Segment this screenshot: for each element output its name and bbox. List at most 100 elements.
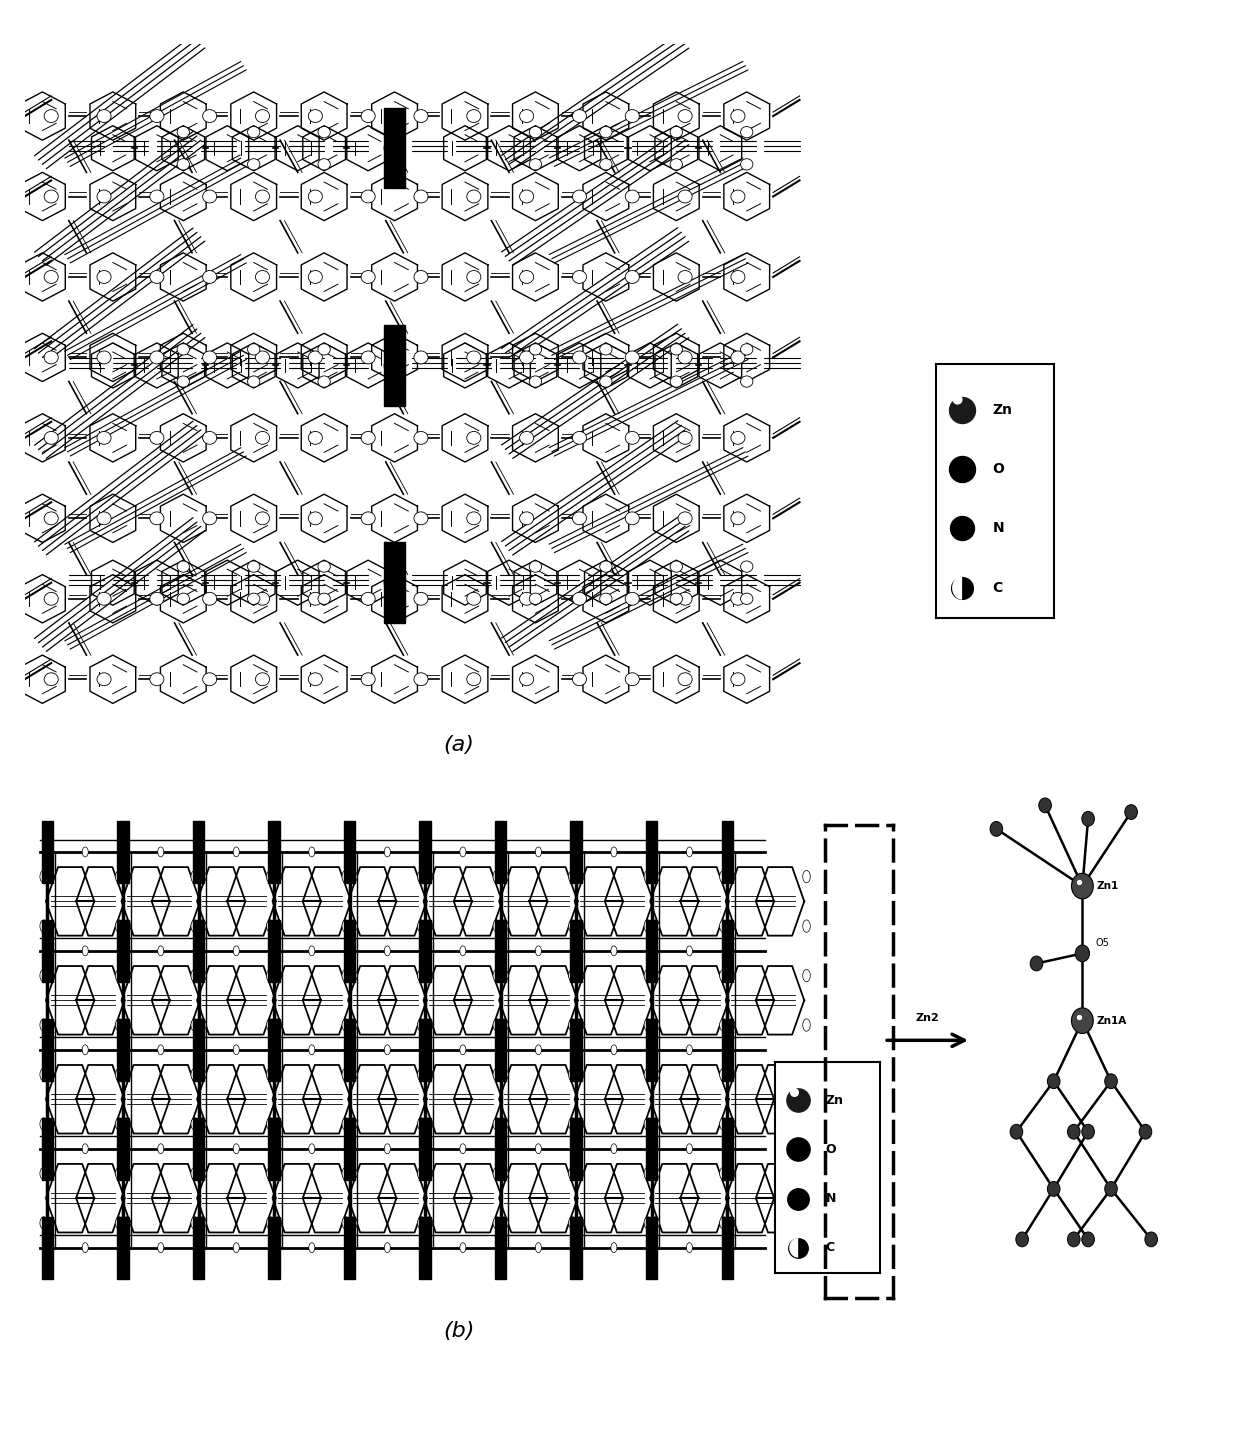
Bar <box>384 543 405 623</box>
Circle shape <box>342 1216 350 1229</box>
Bar <box>118 920 129 982</box>
Bar <box>118 1018 129 1081</box>
Circle shape <box>255 592 269 605</box>
Circle shape <box>990 822 1003 837</box>
Circle shape <box>309 1045 315 1055</box>
Circle shape <box>317 159 330 170</box>
Circle shape <box>577 1117 584 1131</box>
Circle shape <box>45 109 58 122</box>
Circle shape <box>233 1144 239 1154</box>
Circle shape <box>1071 873 1094 899</box>
Circle shape <box>520 672 533 685</box>
Circle shape <box>652 1216 660 1229</box>
Point <box>952 457 972 480</box>
Circle shape <box>501 969 508 982</box>
Circle shape <box>267 1018 274 1032</box>
Circle shape <box>274 920 281 933</box>
Circle shape <box>460 1144 466 1154</box>
Circle shape <box>466 512 481 525</box>
Circle shape <box>346 1243 352 1253</box>
Circle shape <box>384 573 405 592</box>
Circle shape <box>177 594 190 604</box>
Circle shape <box>577 1018 584 1032</box>
Circle shape <box>1081 1125 1095 1139</box>
Circle shape <box>727 1018 735 1032</box>
Circle shape <box>123 1117 130 1131</box>
Bar <box>646 920 657 982</box>
Circle shape <box>652 920 660 933</box>
Circle shape <box>460 946 466 956</box>
Bar <box>384 108 405 189</box>
Circle shape <box>730 109 745 122</box>
Circle shape <box>466 592 481 605</box>
Circle shape <box>150 271 164 284</box>
Circle shape <box>414 271 428 284</box>
Circle shape <box>198 870 206 883</box>
Bar <box>419 920 430 982</box>
Circle shape <box>422 1045 428 1055</box>
Circle shape <box>577 1068 584 1081</box>
Circle shape <box>460 1243 466 1253</box>
Circle shape <box>573 592 587 605</box>
Circle shape <box>670 127 682 138</box>
Circle shape <box>1016 1232 1028 1247</box>
Circle shape <box>267 1068 274 1081</box>
Circle shape <box>40 969 47 982</box>
Circle shape <box>425 1018 433 1032</box>
Circle shape <box>520 432 533 444</box>
Circle shape <box>115 1068 123 1081</box>
Circle shape <box>573 191 587 202</box>
Bar <box>646 1216 657 1279</box>
Bar <box>268 1117 280 1180</box>
Point <box>789 1187 808 1211</box>
Text: N: N <box>993 521 1004 535</box>
Circle shape <box>384 946 391 956</box>
Circle shape <box>40 1018 47 1032</box>
Circle shape <box>529 159 542 170</box>
Circle shape <box>497 847 503 857</box>
Circle shape <box>536 847 542 857</box>
Circle shape <box>652 1018 660 1032</box>
Circle shape <box>494 1216 501 1229</box>
Circle shape <box>573 946 579 956</box>
Circle shape <box>274 969 281 982</box>
Circle shape <box>802 870 810 883</box>
Circle shape <box>494 1167 501 1180</box>
Bar <box>495 1117 506 1180</box>
Circle shape <box>678 672 692 685</box>
Circle shape <box>350 1018 357 1032</box>
Circle shape <box>536 1144 542 1154</box>
Circle shape <box>342 969 350 982</box>
Circle shape <box>644 1117 652 1131</box>
Point <box>789 1088 808 1112</box>
Bar <box>570 821 582 883</box>
Circle shape <box>120 1045 126 1055</box>
Circle shape <box>569 1018 577 1032</box>
Bar <box>646 1018 657 1081</box>
Circle shape <box>678 109 692 122</box>
Circle shape <box>198 1068 206 1081</box>
Circle shape <box>233 946 239 956</box>
Circle shape <box>687 1243 692 1253</box>
Bar <box>570 1018 582 1081</box>
Circle shape <box>687 1045 692 1055</box>
Bar <box>42 1117 53 1180</box>
Circle shape <box>45 191 58 202</box>
Circle shape <box>727 920 735 933</box>
Circle shape <box>342 1068 350 1081</box>
Circle shape <box>414 432 428 444</box>
Bar <box>118 1216 129 1279</box>
Circle shape <box>529 562 542 572</box>
Circle shape <box>45 271 58 284</box>
Circle shape <box>466 432 481 444</box>
Circle shape <box>670 343 682 355</box>
Circle shape <box>248 375 260 387</box>
Circle shape <box>573 1144 579 1154</box>
Circle shape <box>730 351 745 364</box>
Circle shape <box>150 432 164 444</box>
Bar <box>42 920 53 982</box>
Circle shape <box>569 920 577 933</box>
Circle shape <box>573 847 579 857</box>
Circle shape <box>191 1117 198 1131</box>
Circle shape <box>272 1243 277 1253</box>
